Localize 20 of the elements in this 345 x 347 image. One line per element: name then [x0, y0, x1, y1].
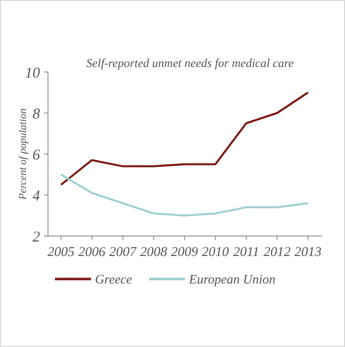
line-series [60, 174, 309, 216]
y-tick-label: 8 [32, 106, 40, 122]
x-tick-label: 2012 [264, 244, 291, 259]
y-axis-title: Percent of population [18, 108, 29, 201]
x-tick-label: 2009 [171, 244, 198, 259]
x-tick-label: 2005 [48, 244, 75, 259]
x-tick-label: 2007 [109, 244, 138, 259]
x-tick-label: 2006 [78, 244, 106, 259]
y-tick-label: 2 [32, 229, 40, 246]
x-tick-label: 2008 [140, 244, 168, 259]
x-tick-label: 2011 [233, 244, 260, 259]
x-tick-label: 2010 [202, 244, 230, 259]
y-tick-label: 10 [25, 65, 40, 82]
y-tick-label: 6 [32, 147, 40, 164]
line-series [60, 92, 309, 186]
x-tick-label: 2013 [294, 244, 322, 259]
legend-label: European Union [188, 272, 276, 287]
chart-title: Self-reported unmet needs for medical care [86, 56, 294, 70]
y-tick-label: 4 [32, 188, 40, 204]
legend-label: Greece [95, 272, 132, 287]
